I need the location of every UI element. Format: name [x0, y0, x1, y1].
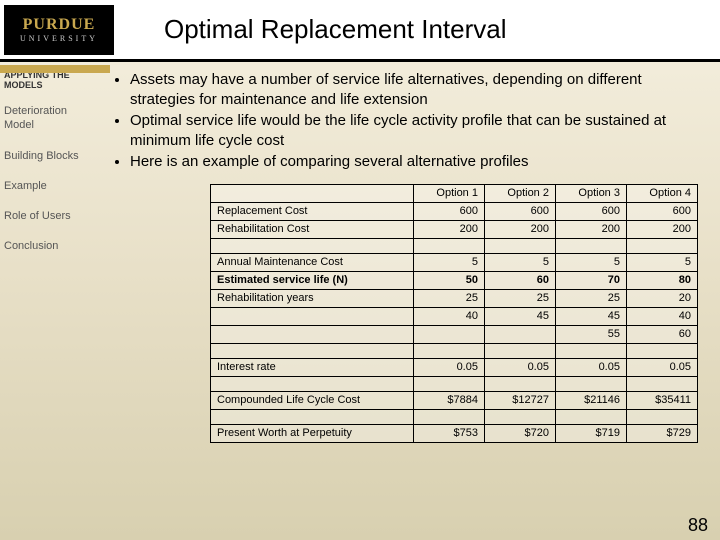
row-label: [211, 307, 414, 325]
table-row: Annual Maintenance Cost5555: [211, 253, 698, 271]
table-cell: 600: [555, 202, 626, 220]
row-label: Compounded Life Cycle Cost: [211, 391, 414, 409]
table-header: Option 1: [413, 184, 484, 202]
spacer-row: [211, 409, 698, 424]
purdue-logo: PURDUE UNIVERSITY: [4, 5, 114, 55]
row-label: Present Worth at Perpetuity: [211, 424, 414, 442]
table-cell: 200: [484, 220, 555, 238]
main-content: Assets may have a number of service life…: [102, 62, 720, 537]
table-cell: 5: [484, 253, 555, 271]
spacer-row: [211, 343, 698, 358]
table-header: Option 4: [626, 184, 697, 202]
table-header: Option 2: [484, 184, 555, 202]
table-cell: 600: [484, 202, 555, 220]
row-label: Estimated service life (N): [211, 271, 414, 289]
sidebar-item[interactable]: Conclusion: [4, 239, 98, 253]
table-row: Present Worth at Perpetuity$753$720$719$…: [211, 424, 698, 442]
sidebar: APPLYING THE MODELS Deterioration Model B…: [0, 62, 102, 537]
table-cell: 45: [484, 307, 555, 325]
table-cell: 25: [484, 289, 555, 307]
table-header: Option 3: [555, 184, 626, 202]
spacer-row: [211, 376, 698, 391]
table-cell: 20: [626, 289, 697, 307]
table-cell: 200: [413, 220, 484, 238]
table-cell: 0.05: [555, 358, 626, 376]
table-cell: [484, 325, 555, 343]
table-cell: 5: [555, 253, 626, 271]
bullet-item: Here is an example of comparing several …: [130, 152, 708, 172]
sidebar-item[interactable]: Example: [4, 179, 98, 193]
table-cell: 5: [626, 253, 697, 271]
options-table: Option 1Option 2Option 3Option 4Replacem…: [210, 184, 698, 443]
logo-text-main: PURDUE: [23, 16, 96, 34]
table-cell: $720: [484, 424, 555, 442]
row-label: Replacement Cost: [211, 202, 414, 220]
table-cell: $7884: [413, 391, 484, 409]
spacer-row: [211, 238, 698, 253]
table-row: Rehabilitation years25252520: [211, 289, 698, 307]
table-cell: $12727: [484, 391, 555, 409]
table-row: Rehabilitation Cost200200200200: [211, 220, 698, 238]
table-cell: 40: [413, 307, 484, 325]
table-cell: 25: [413, 289, 484, 307]
table-header: [211, 184, 414, 202]
table-cell: 200: [626, 220, 697, 238]
row-label: [211, 325, 414, 343]
table-row: Compounded Life Cycle Cost$7884$12727$21…: [211, 391, 698, 409]
bullet-list: Assets may have a number of service life…: [110, 70, 708, 172]
row-label: Rehabilitation Cost: [211, 220, 414, 238]
table-cell: 600: [626, 202, 697, 220]
sidebar-item[interactable]: Role of Users: [4, 209, 98, 223]
sidebar-item[interactable]: Building Blocks: [4, 149, 98, 163]
table-row: Estimated service life (N)50607080: [211, 271, 698, 289]
table-cell: 60: [484, 271, 555, 289]
table-cell: 5: [413, 253, 484, 271]
table-row: Interest rate0.050.050.050.05: [211, 358, 698, 376]
table-cell: 600: [413, 202, 484, 220]
table-row: 40454540: [211, 307, 698, 325]
table-cell: 45: [555, 307, 626, 325]
table-cell: 25: [555, 289, 626, 307]
table-cell: $719: [555, 424, 626, 442]
table-cell: 50: [413, 271, 484, 289]
header: PURDUE UNIVERSITY Optimal Replacement In…: [0, 0, 720, 62]
table-cell: $753: [413, 424, 484, 442]
bullet-item: Optimal service life would be the life c…: [130, 111, 708, 150]
logo-text-sub: UNIVERSITY: [20, 34, 98, 43]
table-cell: 80: [626, 271, 697, 289]
sidebar-item[interactable]: Deterioration Model: [4, 104, 98, 133]
table-cell: 60: [626, 325, 697, 343]
page-title: Optimal Replacement Interval: [164, 14, 506, 45]
bullet-item: Assets may have a number of service life…: [130, 70, 708, 109]
page-number: 88: [688, 515, 708, 536]
table-cell: [413, 325, 484, 343]
row-label: Interest rate: [211, 358, 414, 376]
gold-accent-bar: [0, 65, 110, 73]
table-cell: 0.05: [413, 358, 484, 376]
table-cell: 40: [626, 307, 697, 325]
table-cell: 200: [555, 220, 626, 238]
table-cell: 70: [555, 271, 626, 289]
table-cell: $35411: [626, 391, 697, 409]
table-row: 5560: [211, 325, 698, 343]
row-label: Annual Maintenance Cost: [211, 253, 414, 271]
table-cell: 0.05: [484, 358, 555, 376]
table-cell: 55: [555, 325, 626, 343]
row-label: Rehabilitation years: [211, 289, 414, 307]
sidebar-heading: APPLYING THE MODELS: [4, 70, 98, 90]
table-cell: 0.05: [626, 358, 697, 376]
table-cell: $729: [626, 424, 697, 442]
table-cell: $21146: [555, 391, 626, 409]
table-row: Replacement Cost600600600600: [211, 202, 698, 220]
